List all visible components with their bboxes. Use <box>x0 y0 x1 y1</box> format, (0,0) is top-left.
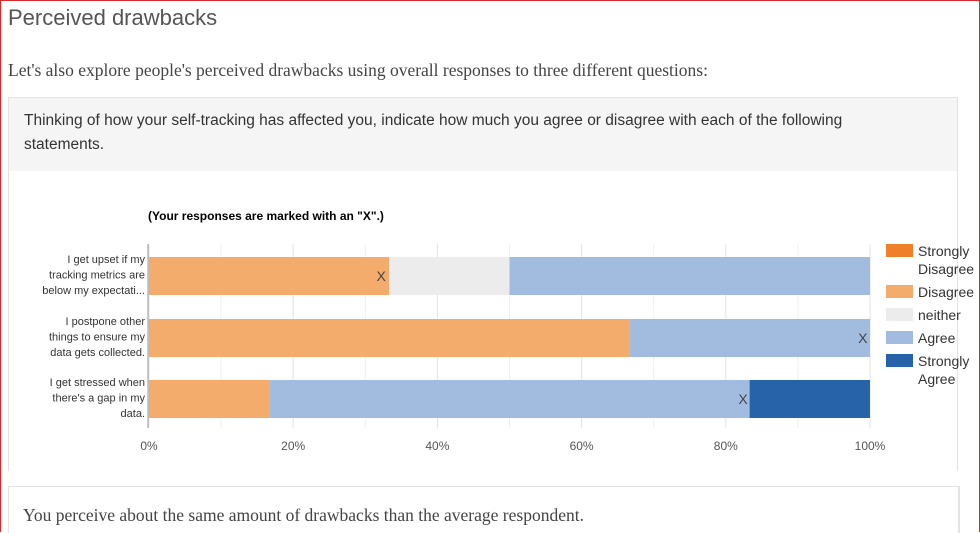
legend-label: Strongly <box>918 243 969 259</box>
x-tick-label: 20% <box>281 439 305 453</box>
x-tick-label: 40% <box>425 439 449 453</box>
bar-segment <box>149 257 390 295</box>
x-tick-label: 80% <box>714 439 738 453</box>
category-label: data gets collected. <box>50 347 145 359</box>
user-response-marker: X <box>376 268 386 284</box>
category-label: I postpone other <box>65 316 145 328</box>
bar-segment <box>269 380 750 418</box>
legend-swatch <box>886 244 913 257</box>
legend-swatch <box>886 285 913 298</box>
user-response-marker: X <box>738 391 748 407</box>
legend-label: Disagree <box>918 284 974 300</box>
x-tick-label: 0% <box>140 439 158 453</box>
legend-label: Agree <box>918 371 956 387</box>
question-box: Thinking of how your self-tracking has a… <box>8 97 958 171</box>
legend-label: Disagree <box>918 261 974 277</box>
legend-swatch <box>886 331 913 344</box>
x-tick-label: 100% <box>855 439 886 453</box>
bar-segment <box>629 319 870 357</box>
category-label: below my expectati... <box>42 285 145 297</box>
x-tick-label: 60% <box>570 439 594 453</box>
intro-text: Let's also explore people's perceived dr… <box>8 60 708 80</box>
legend-label: neither <box>918 307 961 323</box>
legend-label: Strongly <box>918 353 969 369</box>
bar-segment <box>389 257 510 295</box>
legend-label: Agree <box>918 330 956 346</box>
category-label: I get upset if my <box>67 254 145 266</box>
category-label: things to ensure my <box>49 332 145 344</box>
result-text: You perceive about the same amount of dr… <box>23 505 584 525</box>
legend-swatch <box>886 354 913 367</box>
page-title: Perceived drawbacks <box>8 5 218 30</box>
category-label: I get stressed when <box>50 377 145 389</box>
user-response-marker: X <box>858 330 868 346</box>
bar-segment <box>509 257 870 295</box>
panel-strip <box>958 486 960 533</box>
category-label: tracking metrics are <box>49 270 145 282</box>
legend-swatch <box>886 308 913 321</box>
bar-segment <box>749 380 870 418</box>
question-text: Thinking of how your self-tracking has a… <box>24 112 843 153</box>
bar-segment <box>149 319 630 357</box>
bar-segment <box>149 380 270 418</box>
category-label: there's a gap in my <box>52 393 145 405</box>
category-label: data. <box>121 408 145 420</box>
result-panel <box>8 486 958 533</box>
chart-title: (Your responses are marked with an "X".) <box>148 209 384 223</box>
